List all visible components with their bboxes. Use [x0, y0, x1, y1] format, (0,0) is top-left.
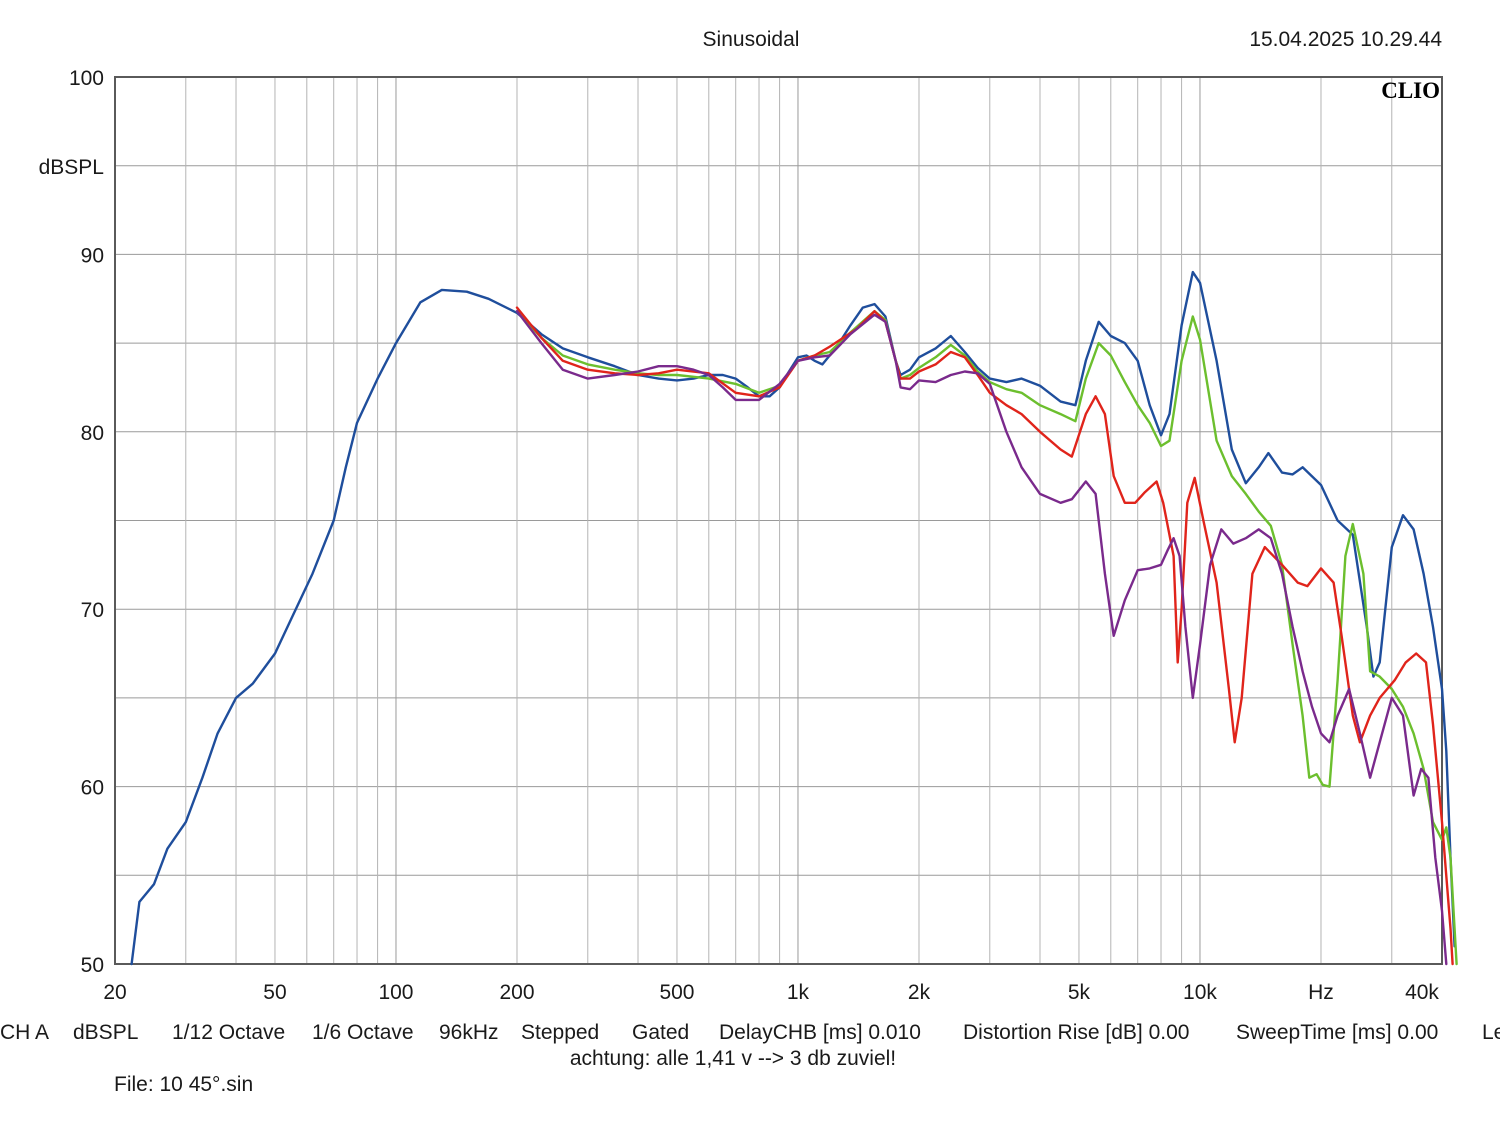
y-tick-label: 50 — [81, 954, 104, 977]
y-tick-label: 100 — [69, 67, 104, 90]
setting-item: CH A — [0, 1021, 49, 1044]
x-tick-label: 2k — [908, 981, 931, 1004]
setting-item: SweepTime [ms] 0.00 — [1236, 1021, 1438, 1044]
file-name: File: 10 45°.sin — [114, 1073, 253, 1096]
note-text: achtung: alle 1,41 v --> 3 db zuviel! — [570, 1047, 896, 1070]
setting-item: 1/12 Octave — [172, 1021, 285, 1044]
x-tick-label: 50 — [263, 981, 286, 1004]
series-line-blue — [130, 270, 1456, 966]
x-tick-label: 5k — [1068, 981, 1091, 1004]
setting-item: DelayCHB [ms] 0.010 — [719, 1021, 921, 1044]
y-tick-label: 70 — [81, 599, 104, 622]
grid-lines — [115, 77, 1442, 964]
x-tick-label: 1k — [787, 981, 810, 1004]
x-tick-label: 100 — [378, 981, 413, 1004]
clio-logo: CLIO — [1381, 78, 1440, 103]
y-axis-ticks: 100 90 80 70 60 50 — [69, 67, 104, 977]
setting-item: Distortion Rise [dB] 0.00 — [963, 1021, 1189, 1044]
setting-item: Le — [1482, 1021, 1500, 1044]
x-tick-label: Hz — [1308, 981, 1334, 1004]
series-line-green — [515, 310, 1458, 966]
setting-item: dBSPL — [73, 1021, 138, 1044]
series-line-red — [515, 306, 1454, 966]
x-tick-label: 20 — [103, 981, 126, 1004]
y-tick-label: 90 — [81, 244, 104, 267]
setting-item: Gated — [632, 1021, 689, 1044]
setting-item: 1/6 Octave — [312, 1021, 414, 1044]
x-tick-label: 500 — [659, 981, 694, 1004]
y-tick-label: 80 — [81, 422, 104, 445]
x-axis-ticks: 20 50 100 200 500 1k 2k 5k 10k Hz 40k — [103, 981, 1439, 1004]
x-tick-label: 200 — [499, 981, 534, 1004]
chart-title: Sinusoidal — [703, 28, 800, 51]
timestamp: 15.04.2025 10.29.44 — [1249, 28, 1442, 51]
settings-line: CH A dBSPL 1/12 Octave 1/6 Octave 96kHz Stepp… — [0, 1021, 1500, 1044]
x-tick-label: 10k — [1183, 981, 1217, 1004]
setting-item: 96kHz — [439, 1021, 499, 1044]
y-axis-label: dBSPL — [39, 156, 104, 179]
setting-item: Stepped — [521, 1021, 599, 1044]
curves — [130, 270, 1458, 966]
y-tick-label: 60 — [81, 777, 104, 800]
series-line-purple — [515, 310, 1448, 966]
x-tick-label: 40k — [1405, 981, 1439, 1004]
plot-frame — [114, 76, 1443, 965]
